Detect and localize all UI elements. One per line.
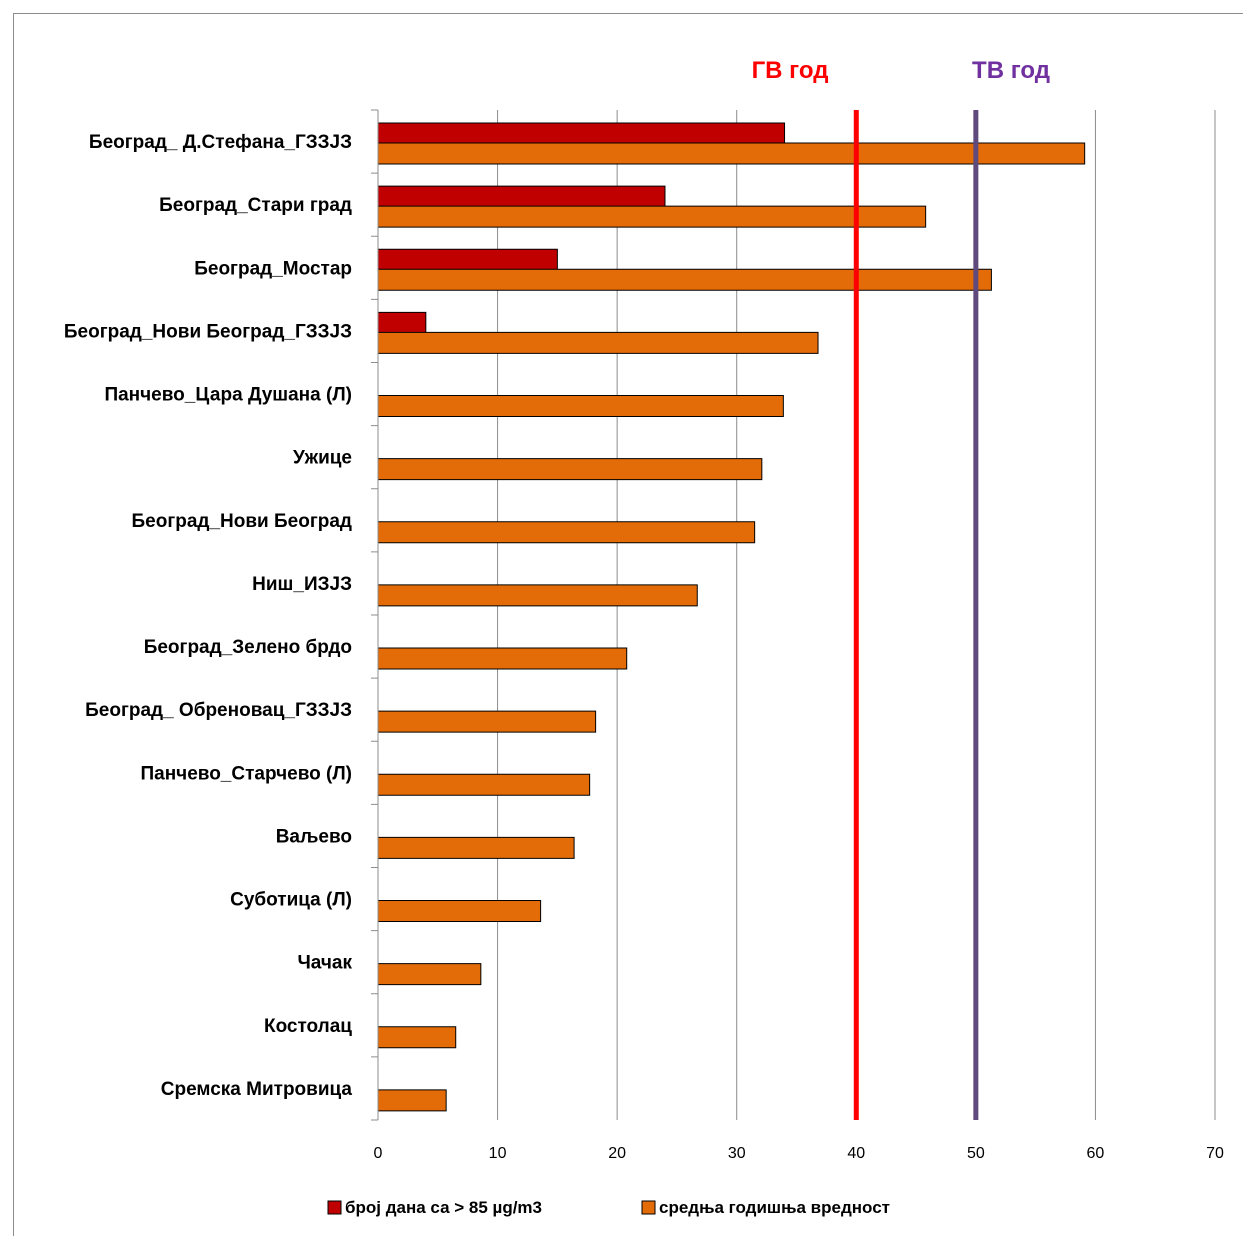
- x-tick-label: 30: [728, 1145, 746, 1162]
- x-tick-label: 60: [1087, 1145, 1105, 1162]
- bar: [377, 647, 628, 670]
- bar: [377, 458, 763, 481]
- bar: [377, 311, 427, 334]
- bar: [377, 142, 1086, 165]
- x-tick-label: 0: [374, 1145, 383, 1162]
- category-label: Панчево_Цара Душана (Л): [104, 385, 352, 406]
- bar: [377, 395, 784, 417]
- bar: [377, 248, 558, 271]
- chart-frame: [13, 13, 1243, 1236]
- legend-label: средња годишња вредност: [659, 1198, 890, 1217]
- bar: [377, 900, 542, 922]
- x-tick-label: 70: [1206, 1145, 1224, 1162]
- bar: [377, 268, 992, 291]
- legend-swatch: [641, 1200, 656, 1215]
- category-label: Ужице: [293, 448, 352, 469]
- legend-swatch: [327, 1200, 342, 1215]
- bar: [377, 710, 597, 733]
- axes: [371, 109, 379, 1121]
- category-label: Сремска Митровица: [161, 1079, 353, 1100]
- bar: [377, 773, 591, 796]
- bar: [377, 584, 698, 607]
- category-label: Суботица (Л): [230, 890, 352, 911]
- bar: [377, 1026, 457, 1049]
- bar: [377, 205, 927, 228]
- category-label: Ниш_ИЗЈЗ: [252, 574, 352, 595]
- reference-line-label: ГВ год: [752, 57, 829, 84]
- bar: [377, 331, 819, 354]
- bar: [377, 521, 756, 544]
- bar: [377, 185, 666, 208]
- bar: [377, 963, 482, 986]
- category-label: Београд_ Д.Стефана_ГЗЗЈЗ: [89, 132, 352, 153]
- category-label: Београд_Зелено брдо: [144, 637, 352, 658]
- category-label: Чачак: [297, 953, 352, 974]
- x-tick-label: 50: [967, 1145, 985, 1162]
- reference-lines: ГВ год ТВ год: [752, 57, 1050, 1120]
- bar: [377, 122, 786, 145]
- category-label: Панчево_Старчево (Л): [140, 763, 352, 784]
- legend-label: број дана са > 85 µg/m3: [345, 1198, 542, 1217]
- category-label: Београд_Мостар: [194, 258, 352, 279]
- category-label: Београд_Нови Београд: [132, 511, 353, 532]
- category-label: Београд_Нови Београд_ГЗЗЈЗ: [64, 321, 352, 342]
- bar: [377, 1089, 447, 1112]
- bar: [377, 836, 575, 859]
- category-label: Београд_ Обреновац_ГЗЗЈЗ: [85, 700, 352, 721]
- legend: број дана са > 85 µg/m3 средња годишња вр…: [327, 1198, 890, 1217]
- category-label: Београд_Стари град: [159, 195, 352, 216]
- category-labels: Београд_ Д.Стефана_ГЗЗЈЗ Београд_Стари гр…: [64, 132, 353, 1100]
- x-tick-label: 20: [608, 1145, 626, 1162]
- x-tick-label: 10: [489, 1145, 507, 1162]
- reference-line-label: ТВ год: [972, 57, 1050, 84]
- category-label: Костолац: [264, 1016, 352, 1037]
- category-label: Ваљево: [276, 826, 352, 847]
- x-tick-label: 40: [847, 1145, 865, 1162]
- bars: [377, 122, 1086, 1112]
- x-tick-labels: 0 10 20 30 40 50 60 70: [374, 1145, 1224, 1162]
